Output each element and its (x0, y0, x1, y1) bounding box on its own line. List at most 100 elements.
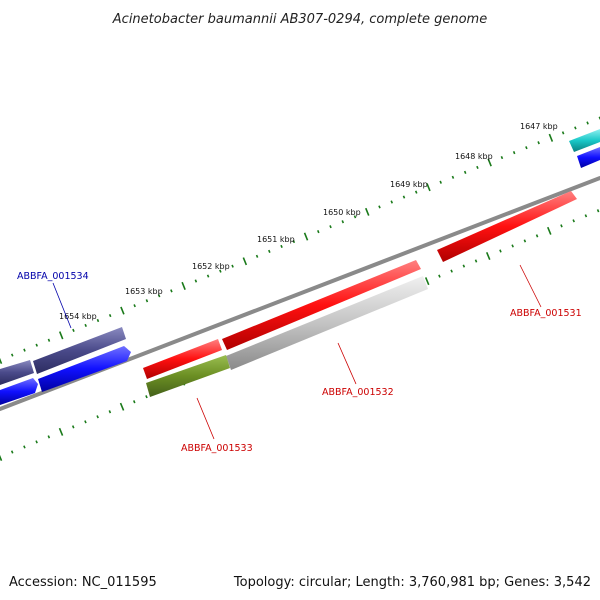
gene-reverse-blue-3[interactable] (577, 147, 600, 168)
outer-tick (0, 357, 3, 365)
outer-tick (292, 239, 296, 244)
outer-tick (512, 151, 516, 155)
outer-tick (10, 353, 14, 357)
outer-tick (96, 318, 100, 323)
outer-tick (303, 232, 309, 241)
inner-tick (547, 226, 552, 235)
outer-tick (341, 220, 345, 224)
outer-tick (181, 281, 186, 290)
outer-tick (108, 313, 112, 318)
inner-tick (523, 239, 527, 243)
gene-forward-1534[interactable] (0, 327, 126, 385)
gene-forward-red-2[interactable] (143, 339, 222, 379)
outer-tick (35, 343, 38, 347)
inner-tick (535, 234, 539, 238)
gene-label-1532[interactable]: ABBFA_001532 (322, 387, 394, 398)
outer-tick (84, 323, 87, 328)
outer-tick (206, 274, 210, 278)
inner-tick (108, 410, 112, 414)
outer-tick (439, 180, 442, 184)
inner-tick (572, 219, 575, 223)
outer-tick (47, 338, 51, 342)
leader-line-1532 (337, 342, 357, 385)
outer-scale-ticks (0, 116, 600, 365)
outer-tick (451, 175, 455, 179)
scale-label-1648: 1648 kbp (455, 152, 493, 161)
inner-tick (119, 402, 125, 411)
outer-tick (194, 279, 198, 283)
genome-summary-text: Topology: circular; Length: 3,760,981 bp… (233, 575, 591, 590)
inner-tick (462, 264, 466, 268)
gene-reverse-blue-2[interactable] (0, 378, 38, 405)
outer-tick (500, 155, 504, 160)
outer-tick (120, 306, 125, 315)
leader-line-1531 (519, 264, 542, 308)
inner-tick (71, 425, 75, 429)
scale-label-1654: 1654 kbp (59, 312, 97, 321)
inner-tick (84, 420, 87, 424)
inner-tick (511, 244, 514, 248)
outer-tick (537, 141, 540, 145)
gene-forward-red-1[interactable] (222, 260, 421, 350)
inner-tick (10, 450, 14, 454)
outer-tick (487, 158, 492, 167)
outer-tick (72, 328, 75, 332)
inner-tick (485, 252, 491, 261)
outer-tick (414, 190, 418, 194)
outer-tick (280, 244, 283, 249)
map-title: Acinetobacter baumannii AB307-0294, comp… (112, 12, 487, 27)
outer-tick (378, 205, 381, 209)
inner-tick (132, 400, 136, 404)
accession-text: Accession: NC_011595 (9, 575, 157, 590)
outer-tick (548, 133, 554, 142)
scale-label-1653: 1653 kbp (125, 287, 163, 296)
outer-tick (426, 183, 431, 192)
gene-label-1534[interactable]: ABBFA_001534 (17, 271, 89, 282)
inner-tick (23, 445, 26, 449)
outer-tick (574, 126, 577, 130)
outer-tick (170, 289, 173, 293)
scale-label-1647: 1647 kbp (520, 122, 558, 131)
inner-tick (499, 249, 502, 253)
outer-tick (561, 131, 565, 135)
scale-label-1652: 1652 kbp (192, 262, 230, 271)
outer-tick (390, 200, 394, 204)
inner-tick (96, 415, 99, 419)
inner-tick (145, 395, 148, 399)
gene-forward-1531[interactable] (437, 191, 577, 262)
inner-tick (35, 440, 38, 444)
outer-tick (525, 146, 528, 150)
outer-tick (231, 264, 234, 268)
gene-reverse-1532[interactable] (226, 276, 428, 370)
outer-tick (353, 215, 357, 219)
inner-tick (47, 435, 51, 439)
outer-tick (586, 121, 589, 125)
gene-reverse-blue-1[interactable] (38, 346, 131, 392)
inner-tick (596, 209, 600, 213)
gene-forward-cyan[interactable] (569, 129, 600, 152)
outer-tick (58, 331, 64, 340)
outer-tick (268, 249, 271, 253)
outer-tick (133, 304, 136, 308)
leader-line-1534 (52, 282, 72, 329)
inner-tick (0, 454, 3, 462)
gene-label-1531[interactable]: ABBFA_001531 (510, 308, 582, 319)
gene-label-1533[interactable]: ABBFA_001533 (181, 443, 253, 454)
outer-tick (157, 294, 161, 298)
outer-tick (255, 254, 259, 258)
inner-tick (560, 224, 563, 228)
inner-tick (584, 214, 588, 218)
scale-label-1651: 1651 kbp (257, 235, 295, 244)
outer-tick (476, 165, 479, 170)
gene-reverse-1533[interactable] (146, 355, 230, 397)
outer-tick (317, 230, 320, 234)
inner-tick (58, 427, 64, 436)
inner-tick (450, 269, 453, 273)
outer-tick (329, 225, 332, 229)
inner-tick (438, 274, 441, 278)
outer-tick (219, 269, 222, 273)
outer-tick (463, 170, 467, 174)
outer-tick (402, 195, 406, 199)
outer-tick (23, 348, 26, 352)
